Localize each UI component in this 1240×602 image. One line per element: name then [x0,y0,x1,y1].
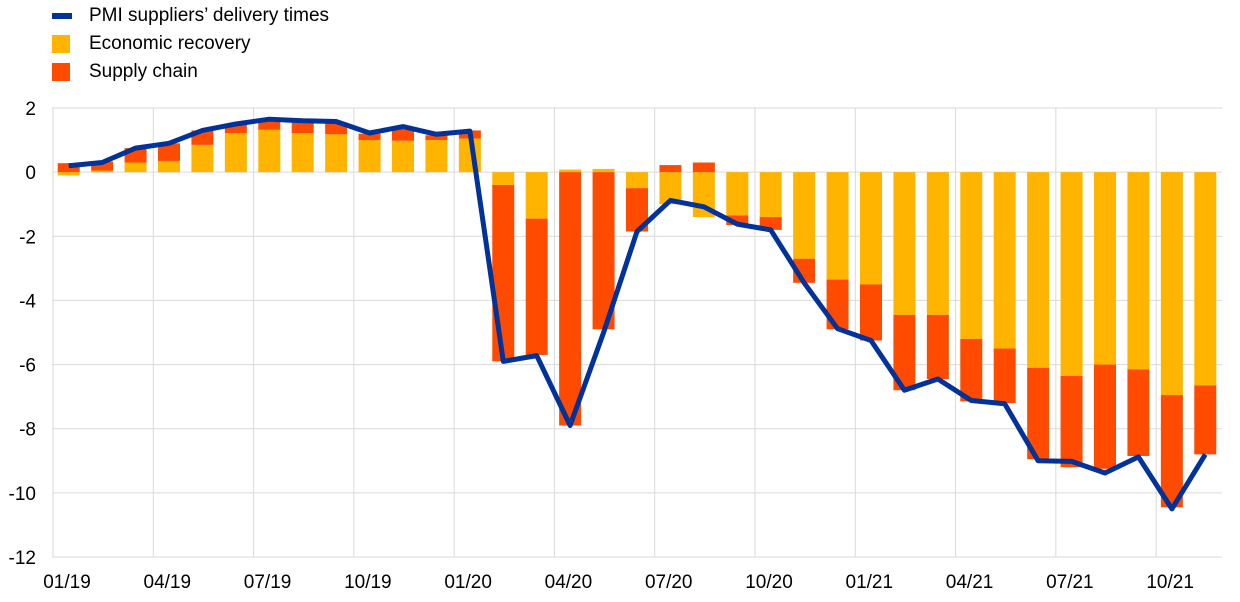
bar-economic-recovery [392,140,414,173]
x-tick-label: 07/19 [244,572,292,593]
x-tick-label: 01/21 [846,572,894,593]
legend-item-supply-chain: Supply chain [52,58,329,86]
bar-economic-recovery [559,169,582,173]
bar-supply-chain [57,163,80,173]
bar-economic-recovery [860,172,882,285]
x-tick-label: 07/21 [1046,572,1094,593]
y-tick-label: 0 [25,163,36,184]
bar-economic-recovery [1094,172,1116,365]
bar-economic-recovery [492,172,515,185]
bar-economic-recovery [325,134,348,173]
bar-supply-chain [1127,369,1150,456]
bar-supply-chain [993,348,1016,404]
bar-supply-chain [692,162,715,173]
y-tick-label: -10 [9,484,36,505]
x-tick-label: 10/20 [745,572,793,593]
bar-supply-chain [726,215,749,226]
bar-economic-recovery [91,170,114,173]
bar-supply-chain [91,161,114,171]
bar-supply-chain [492,184,515,362]
x-tick-label: 04/20 [545,572,593,593]
bar-economic-recovery [57,172,80,176]
y-tick-label: -6 [19,356,36,377]
legend-label-pmi: PMI suppliers’ delivery times [89,5,330,26]
bar-economic-recovery [1160,172,1183,396]
bar-supply-chain [559,172,582,426]
y-tick-label: -8 [19,420,36,441]
bar-economic-recovery [191,144,214,173]
bar-economic-recovery [124,162,147,173]
x-tick-label: 04/21 [946,572,994,593]
legend-label-supply-chain: Supply chain [89,61,198,82]
bar-economic-recovery [726,172,749,216]
legend-swatch-supply-chain [52,63,70,81]
bar-supply-chain [626,188,648,232]
bar-supply-chain [1094,364,1116,469]
bar-supply-chain [893,314,916,391]
bar-supply-chain [392,127,414,141]
x-tick-label: 04/19 [144,572,192,593]
bar-supply-chain [826,279,849,330]
bar-economic-recovery [258,129,281,173]
y-tick-label: 2 [25,99,36,120]
legend-label-economic-recovery: Economic recovery [89,33,251,54]
bar-economic-recovery [1194,172,1217,386]
series-line-pmi [68,116,1208,512]
bar-supply-chain [1194,385,1217,455]
x-tick-label: 01/19 [43,572,91,593]
bar-economic-recovery [224,133,247,173]
bar-supply-chain [291,121,314,134]
bar-supply-chain [1160,395,1183,508]
bar-supply-chain [258,120,281,130]
bar-economic-recovery [759,172,782,218]
bar-supply-chain [1027,367,1050,460]
bar-economic-recovery [893,172,916,315]
bar-supply-chain [325,122,348,135]
bar-economic-recovery [626,172,648,189]
bar-economic-recovery [358,140,381,173]
bar-economic-recovery [525,172,548,219]
bar-supply-chain [860,284,882,341]
bar-economic-recovery [826,172,849,280]
x-tick-label: 10/21 [1146,572,1194,593]
bar-supply-chain [960,338,983,402]
bar-economic-recovery [1060,172,1083,376]
legend-item-pmi: PMI suppliers’ delivery times [52,2,329,30]
bar-supply-chain [592,172,615,330]
bar-supply-chain [224,124,247,134]
y-tick-label: -2 [19,227,36,248]
bar-economic-recovery [291,133,314,173]
bar-supply-chain [358,133,381,141]
legend-swatch-pmi [52,13,72,19]
x-tick-label: 07/20 [645,572,693,593]
bar-economic-recovery [425,140,448,173]
legend-item-economic-recovery: Economic recovery [52,30,329,58]
bar-economic-recovery [1127,172,1150,370]
bar-economic-recovery [659,172,682,205]
bar-supply-chain [425,135,448,141]
y-tick-label: -4 [19,291,36,312]
bar-economic-recovery [993,172,1016,349]
legend: PMI suppliers’ delivery times Economic r… [52,2,329,86]
bar-economic-recovery [158,160,180,173]
bar-economic-recovery [926,172,949,315]
x-tick-label: 01/20 [444,572,492,593]
y-tick-label: -12 [9,548,36,569]
bar-supply-chain [659,165,682,173]
legend-swatch-economic-recovery [52,35,70,53]
x-tick-label: 10/19 [344,572,392,593]
bar-economic-recovery [592,168,615,173]
bar-supply-chain [926,314,949,380]
bar-economic-recovery [1027,172,1050,368]
bar-supply-chain [1060,375,1083,468]
bar-economic-recovery [793,172,816,259]
bar-supply-chain [525,218,548,355]
bar-supply-chain [158,143,180,161]
bar-economic-recovery [960,172,983,339]
